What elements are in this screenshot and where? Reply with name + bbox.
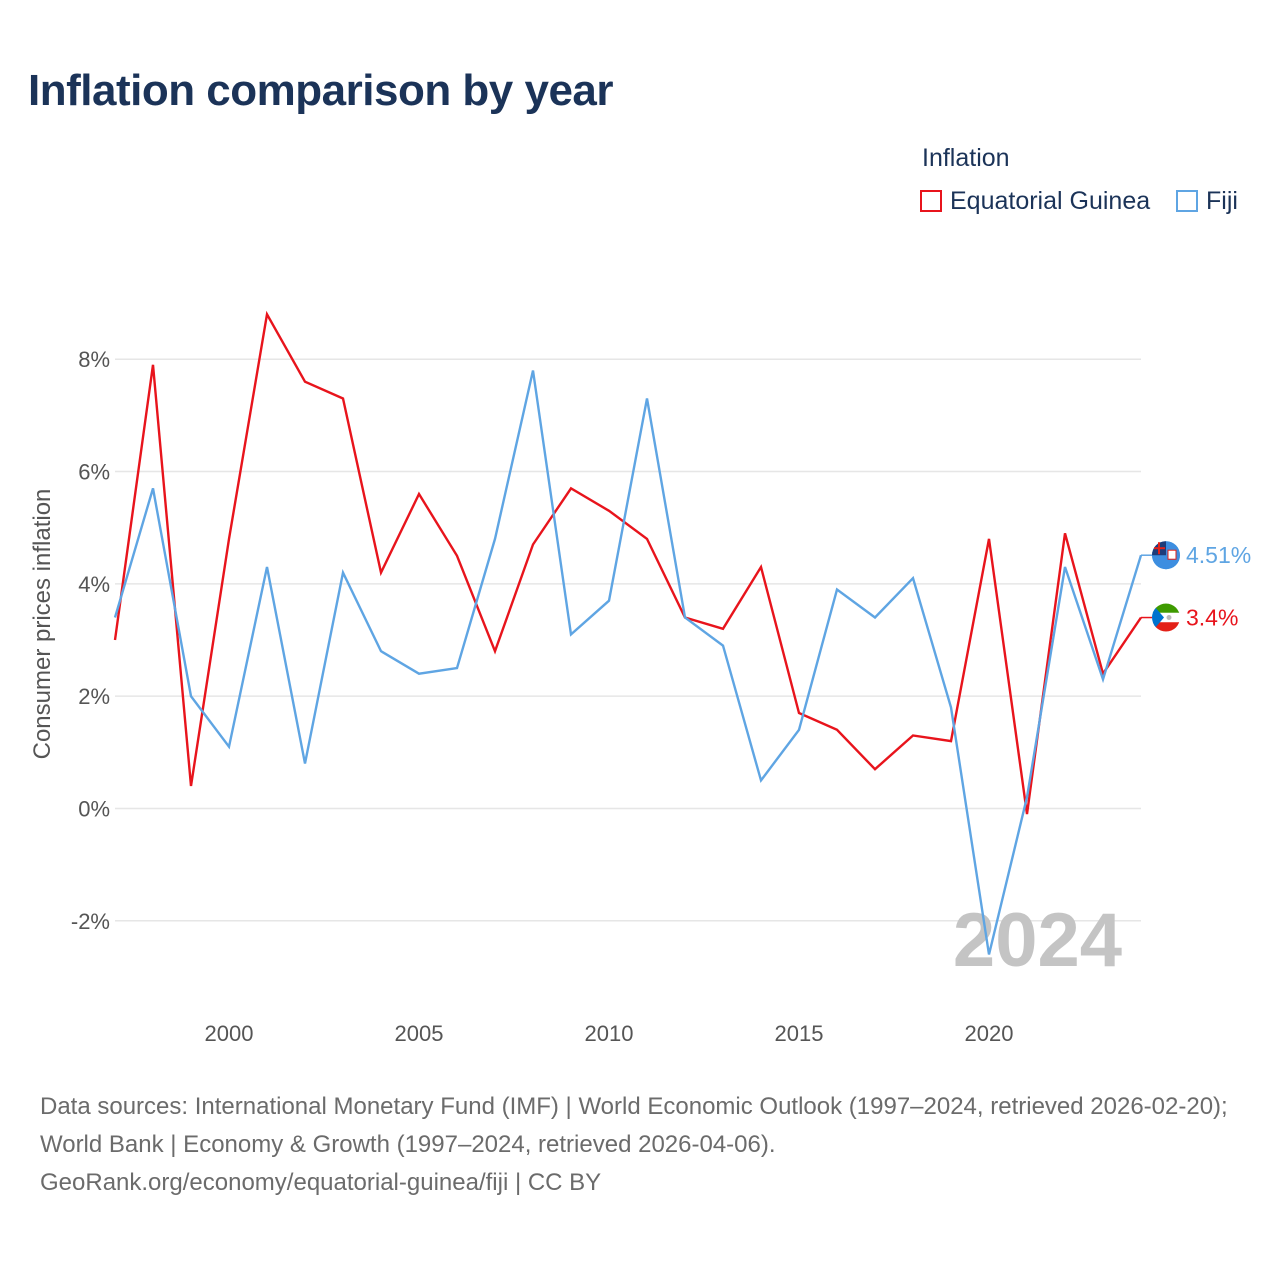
y-tick-label: 8% xyxy=(78,347,110,372)
attribution-link[interactable]: GeoRank.org/economy/equatorial-guinea/fi… xyxy=(40,1169,602,1196)
y-tick-label: 4% xyxy=(78,572,110,597)
gridlines xyxy=(115,358,1141,922)
data-sources-text: Data sources: International Monetary Fun… xyxy=(40,1093,1228,1158)
y-tick-label: -2% xyxy=(71,909,110,934)
x-tick-label: 2010 xyxy=(585,1021,634,1046)
y-axis-label: Consumer prices inflation xyxy=(29,489,56,760)
y-tick-label: 0% xyxy=(78,796,110,821)
legend-label-fiji: Fiji xyxy=(1206,186,1238,215)
flag-icon-fiji xyxy=(1152,541,1180,570)
x-tick-label: 2015 xyxy=(775,1021,824,1046)
series-line-equatorial-guinea xyxy=(113,310,1142,815)
legend-swatch-equatorial-guinea xyxy=(920,190,942,212)
end-value-label-equatorial-guinea: 3.4% xyxy=(1186,605,1238,631)
legend-item-equatorial-guinea[interactable]: Equatorial Guinea xyxy=(920,186,1150,216)
footer: Data sources: International Monetary Fun… xyxy=(40,1088,1250,1202)
series-lines xyxy=(113,310,1143,955)
legend-item-fiji[interactable]: Fiji xyxy=(1176,186,1238,216)
y-tick-label: 2% xyxy=(78,684,110,709)
x-axis-ticks: 2000 2005 2010 2015 2020 xyxy=(205,1021,1014,1046)
flag-icon-equatorial-guinea xyxy=(1152,603,1180,632)
series-line-fiji xyxy=(113,370,1143,955)
end-value-label-fiji: 4.51% xyxy=(1186,542,1251,568)
chart-title: Inflation comparison by year xyxy=(28,66,614,115)
legend-swatch-fiji xyxy=(1176,190,1198,212)
y-tick-label: 6% xyxy=(78,460,110,485)
y-axis-ticks: -2% 0% 2% 4% 6% 8% xyxy=(71,347,110,934)
legend-label-equatorial-guinea: Equatorial Guinea xyxy=(950,186,1151,215)
legend-title: Inflation xyxy=(922,144,1010,172)
x-tick-label: 2000 xyxy=(205,1021,254,1046)
x-tick-label: 2005 xyxy=(395,1021,444,1046)
end-markers: 3.4% 4.51% xyxy=(1141,541,1251,632)
line-chart: -2% 0% 2% 4% 6% 8% 2000 2005 2010 2015 2020 Consu… xyxy=(29,310,1251,1046)
year-watermark: 2024 xyxy=(953,898,1122,983)
x-tick-label: 2020 xyxy=(965,1021,1014,1046)
